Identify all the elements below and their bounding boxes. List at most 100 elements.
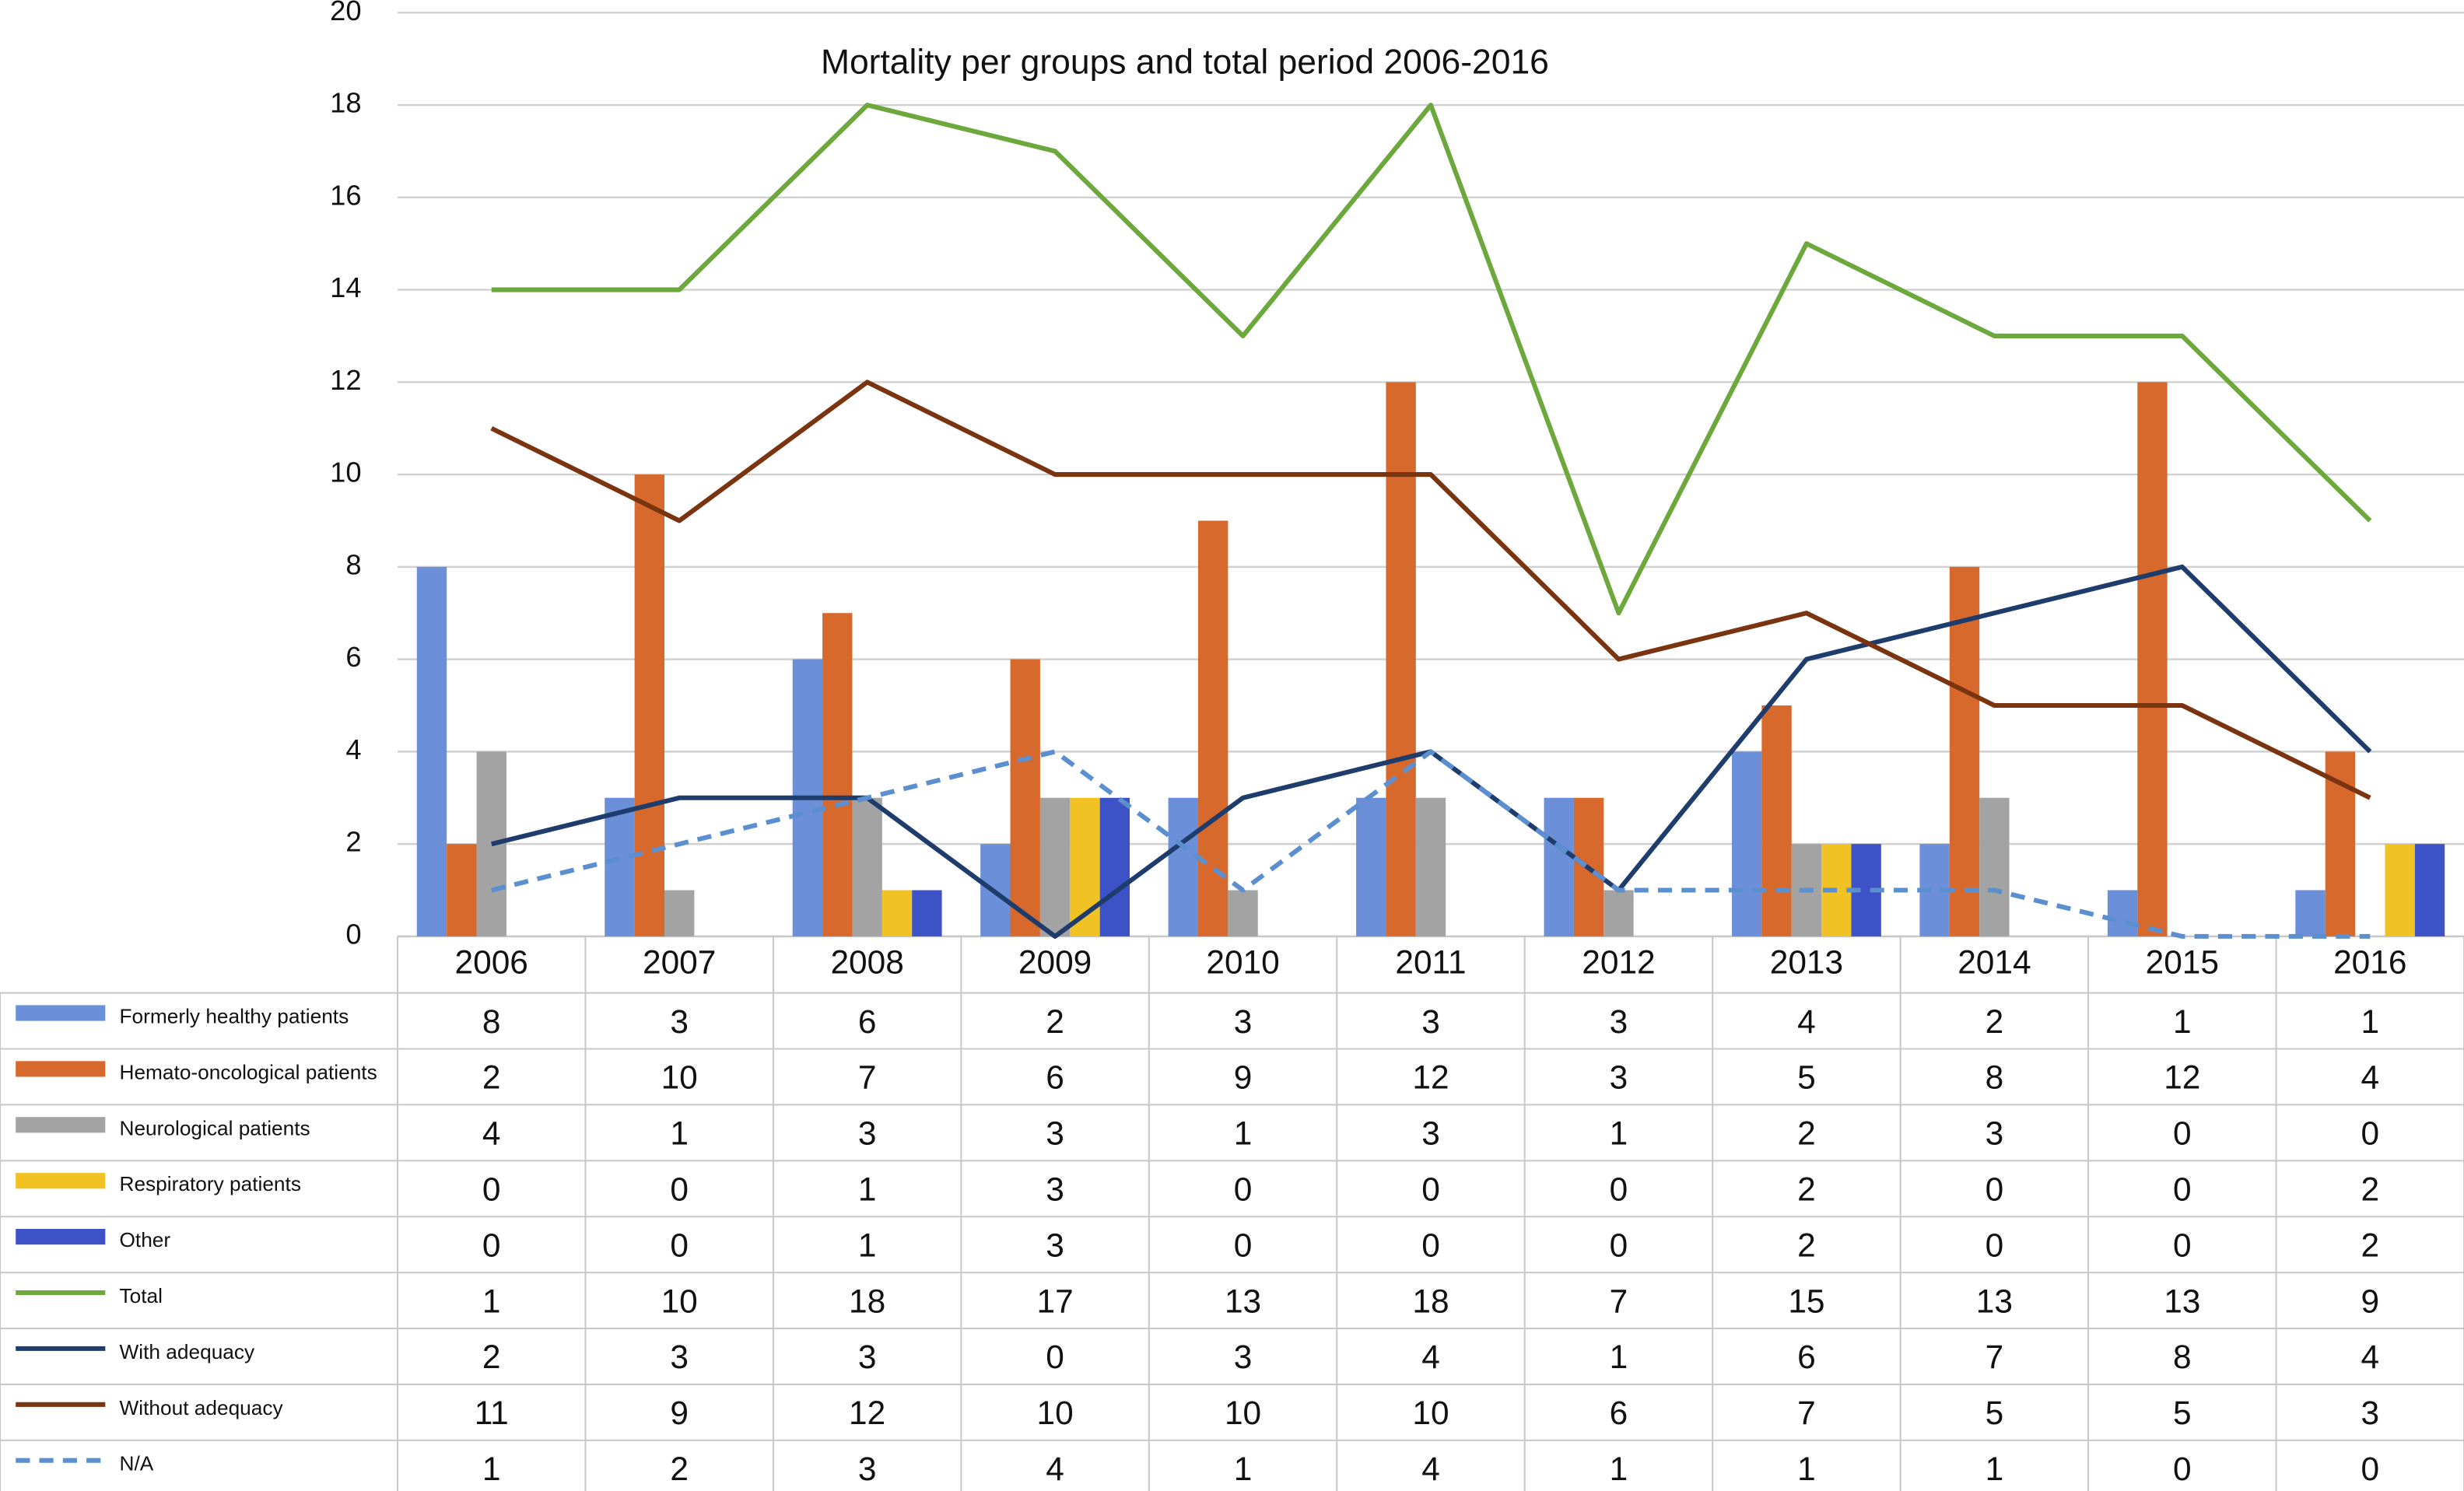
- legend-label: Formerly healthy patients: [120, 1004, 349, 1027]
- table-cell: 3: [1610, 1003, 1628, 1040]
- table-cell: 1: [2361, 1003, 2379, 1040]
- table-cell: 9: [2361, 1283, 2379, 1319]
- y-tick-label: 8: [345, 548, 361, 580]
- table-cell: 2: [1797, 1227, 1816, 1263]
- y-tick-label: 6: [345, 641, 361, 673]
- table-cell: 13: [1976, 1283, 2013, 1319]
- table-cell: 8: [2173, 1339, 2192, 1375]
- table-cell: 5: [2173, 1395, 2192, 1431]
- bar: [1761, 705, 1792, 936]
- table-cell: 3: [1421, 1003, 1440, 1040]
- table-cell: 0: [670, 1171, 689, 1208]
- table-cell: 1: [858, 1227, 877, 1263]
- table-cell: 8: [482, 1003, 501, 1040]
- legend-swatch: [16, 1117, 106, 1133]
- y-tick-label: 4: [345, 733, 361, 765]
- table-cell: 12: [2164, 1059, 2200, 1096]
- table-cell: 2: [482, 1339, 501, 1375]
- table-cell: 1: [1797, 1451, 1816, 1487]
- table-cell: 1: [1610, 1115, 1628, 1152]
- bar: [2385, 844, 2415, 936]
- bar: [822, 613, 853, 936]
- legend-label: N/A: [120, 1452, 154, 1475]
- bar: [634, 474, 664, 936]
- y-tick-label: 20: [330, 0, 361, 26]
- legend-label: Neurological patients: [120, 1116, 310, 1139]
- bar: [1197, 520, 1228, 936]
- table-cell: 0: [482, 1227, 501, 1263]
- table-cell: 5: [1797, 1059, 1816, 1096]
- x-tick-label: 2015: [2146, 943, 2219, 980]
- x-tick-label: 2012: [1582, 943, 1655, 980]
- line-series: [490, 380, 2371, 800]
- table-cell: 4: [1421, 1339, 1440, 1375]
- legend-swatch: [16, 1061, 106, 1077]
- x-tick-label: 2006: [455, 943, 528, 980]
- table-cell: 6: [1046, 1059, 1064, 1096]
- table-cell: 3: [1234, 1003, 1253, 1040]
- table-cell: 10: [1412, 1395, 1449, 1431]
- x-tick-label: 2011: [1395, 943, 1466, 980]
- table-cell: 0: [1986, 1171, 2004, 1208]
- legend-label: Total: [120, 1284, 163, 1307]
- bar: [2137, 382, 2168, 936]
- table-cell: 6: [858, 1003, 877, 1040]
- table-cell: 7: [1986, 1339, 2004, 1375]
- table-cell: 1: [1986, 1451, 2004, 1487]
- bar: [1544, 797, 1574, 936]
- table-cell: 2: [1986, 1003, 2004, 1040]
- table-cell: 1: [1234, 1451, 1253, 1487]
- bar: [1415, 797, 1446, 936]
- bar: [1039, 797, 1071, 936]
- table-cell: 12: [849, 1395, 885, 1431]
- table-cell: 5: [1986, 1395, 2004, 1431]
- bar: [2295, 890, 2326, 936]
- table-cell: 0: [1234, 1227, 1253, 1263]
- table-cell: 7: [858, 1059, 877, 1096]
- table-cell: 3: [1046, 1171, 1064, 1208]
- legend-swatch: [16, 1173, 106, 1189]
- table-cell: 18: [849, 1283, 885, 1319]
- bar: [416, 566, 447, 936]
- bar: [664, 890, 695, 936]
- y-tick-label: 0: [345, 919, 361, 950]
- table-cell: 1: [2173, 1003, 2192, 1040]
- table-cell: 4: [2361, 1339, 2379, 1375]
- x-tick-label: 2014: [1958, 943, 2031, 980]
- bar: [1731, 751, 1762, 936]
- x-tick-label: 2007: [643, 943, 716, 980]
- table-cell: 2: [1797, 1115, 1816, 1152]
- bar: [2414, 844, 2445, 936]
- bar: [1099, 797, 1130, 936]
- table-cell: 0: [1610, 1171, 1628, 1208]
- y-tick-label: 12: [330, 364, 361, 396]
- legend-swatch: [16, 1228, 106, 1245]
- table-cell: 9: [1234, 1059, 1253, 1096]
- table-cell: 10: [1037, 1395, 1074, 1431]
- table-cell: 0: [2361, 1451, 2379, 1487]
- table-cell: 2: [482, 1059, 501, 1096]
- table-cell: 11: [475, 1395, 509, 1431]
- table-cell: 18: [1412, 1283, 1449, 1319]
- table-cell: 3: [1421, 1115, 1440, 1152]
- x-tick-label: 2008: [830, 943, 903, 980]
- table-cell: 6: [1610, 1395, 1628, 1431]
- bar: [1356, 797, 1386, 936]
- table-cell: 3: [858, 1339, 877, 1375]
- table-cell: 7: [1610, 1283, 1628, 1319]
- table-cell: 4: [2361, 1059, 2379, 1096]
- table-cell: 0: [482, 1171, 501, 1208]
- chart-title: Mortality per groups and total period 20…: [821, 44, 1549, 82]
- x-tick-label: 2010: [1206, 943, 1279, 980]
- bar: [1949, 566, 1980, 936]
- table-cell: 4: [1421, 1451, 1440, 1487]
- table-cell: 9: [670, 1395, 689, 1431]
- table-cell: 10: [1225, 1395, 1261, 1431]
- line-series: [491, 103, 2372, 616]
- bar: [2107, 890, 2138, 936]
- table-cell: 3: [1610, 1059, 1628, 1096]
- bar: [605, 797, 635, 936]
